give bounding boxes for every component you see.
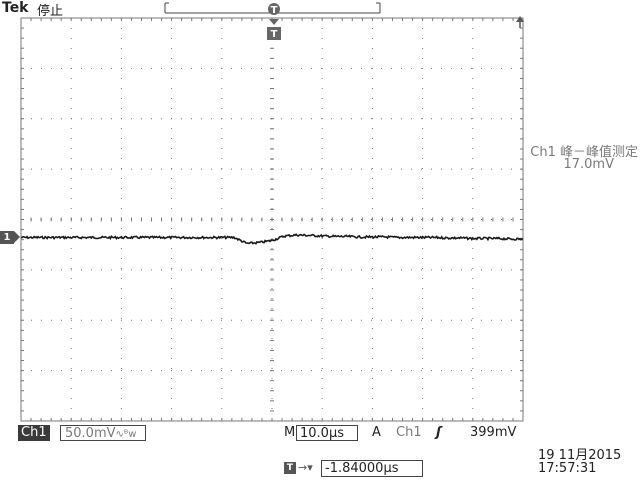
timebase-value[interactable]: 10.0µs: [296, 425, 358, 441]
graticule: [20, 17, 524, 422]
bandwidth-limit-icon: ∿ᴮw: [115, 429, 137, 440]
trigger-overlay: TT: [164, 2, 524, 40]
channel-badge[interactable]: Ch1: [18, 425, 50, 441]
channel-scale-value: 50.0mV: [65, 426, 116, 441]
trigger-point-label: T: [271, 29, 278, 40]
trigger-position-value[interactable]: -1.84000µs: [321, 460, 423, 477]
ch1-ground-marker[interactable]: 1: [0, 230, 20, 244]
timebase-label: M: [284, 425, 296, 440]
trigger-position-arrow-icon: →▾: [298, 461, 313, 474]
trigger-level-arrow-icon: [516, 16, 524, 22]
acquisition-status: 停止: [37, 4, 64, 19]
measurement-title: Ch1 峰－峰值测定: [530, 145, 638, 160]
trigger-position-icon: T: [284, 462, 296, 474]
trigger-mode: A: [372, 425, 381, 440]
brand-logo: Tek: [2, 0, 29, 16]
time-readout: 17:57:31: [538, 461, 597, 476]
channel-scale[interactable]: 50.0mV∿ᴮw: [60, 425, 146, 441]
trigger-top-label: T: [271, 5, 278, 16]
ch1-waveform-line: [20, 233, 524, 245]
date-readout: 19 11月2015: [538, 448, 622, 463]
trigger-position-marker[interactable]: T: [268, 3, 280, 16]
rising-edge-icon: ʃ: [436, 425, 442, 440]
measurement-value: 17.0mV: [563, 157, 614, 172]
ch1-trace: [20, 233, 524, 245]
trigger-point-marker[interactable]: T: [267, 19, 281, 40]
trigger-level[interactable]: 399mV: [470, 425, 517, 440]
trigger-source[interactable]: Ch1: [396, 425, 422, 440]
